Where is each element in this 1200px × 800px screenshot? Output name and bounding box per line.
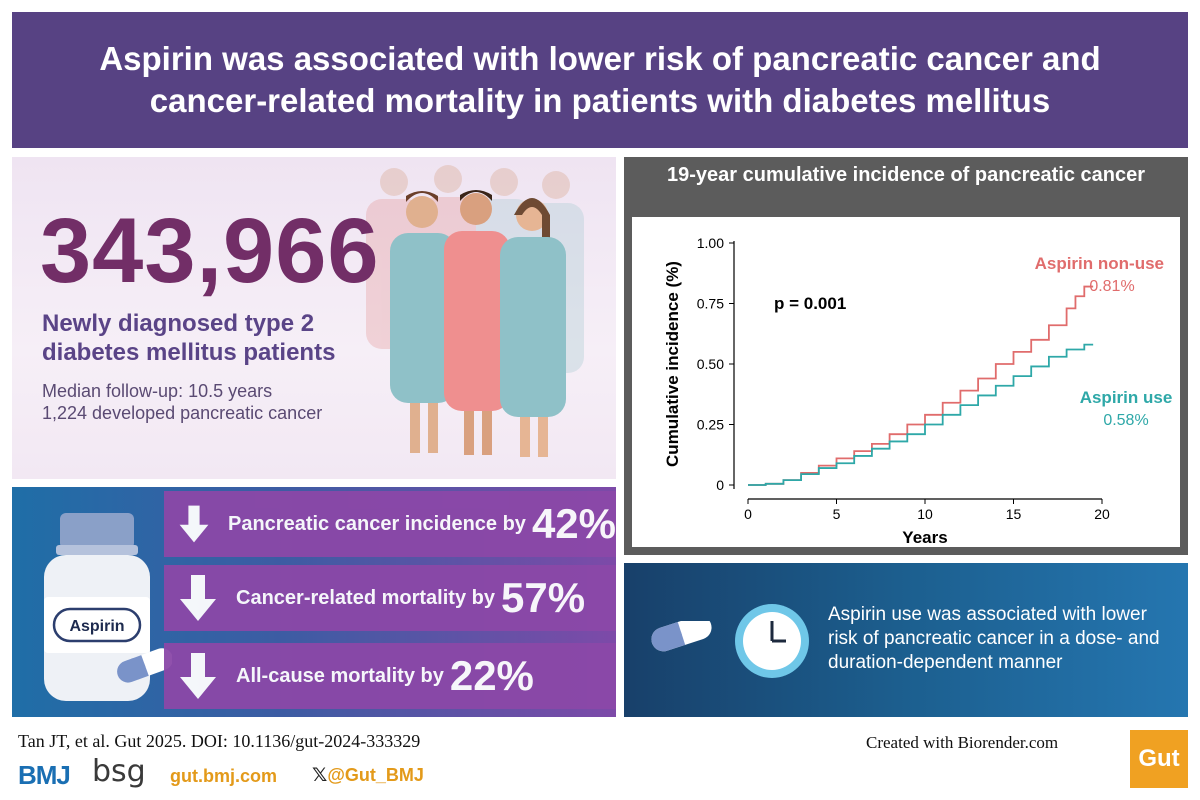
series-end-value-non-use: 0.81% [1089,278,1134,295]
twitter-handle: @Gut_BMJ [327,765,424,785]
y-tick-label: 1.00 [697,235,724,251]
bmj-logo: BMJ [18,760,71,790]
journal-website-link[interactable]: gut.bmj.com [170,766,277,786]
twitter-handle-link[interactable]: 𝕏@Gut_BMJ [312,764,424,787]
series-label-use: Aspirin use [1080,388,1173,407]
y-tick-label: 0.25 [697,417,724,433]
series-line-use [748,343,1094,486]
reduction-row-all-cause-mortality: All-cause mortality by 22% [164,643,616,709]
dose-duration-text: Aspirin use was associated with lower ri… [828,604,1160,673]
chart-title: 19-year cumulative incidence of pancreat… [667,164,1145,186]
reduction-row-incidence: Pancreatic cancer incidence by 42% [164,491,616,557]
x-tick-label: 15 [1006,506,1022,522]
risk-reduction-panel: Aspirin Pancreatic cancer incidence by 4… [12,487,616,717]
down-arrow-icon [180,653,216,699]
pill-icon [651,621,712,652]
reduction-label: Cancer-related mortality by [236,586,495,609]
x-axis-label: Years [902,528,947,547]
citation: Tan JT, et al. Gut 2025. DOI: 10.1136/gu… [18,731,421,751]
x-tick-label: 20 [1094,506,1110,522]
y-tick-label: 0.75 [697,296,724,312]
patients-illustration [366,165,584,457]
chart-area: 0 5 10 15 20 0 0.25 0.50 0.75 1.00 Years Cumulative… [632,217,1180,547]
reduction-value: 42% [531,500,616,547]
p-value-annotation: p = 0.001 [774,294,846,313]
patient-description: Newly diagnosed type 2 diabetes mellitus… [42,310,336,366]
stats-panel: 343,966 Newly diagnosed type 2 diabetes … [12,157,616,479]
y-tick-label: 0 [716,477,724,493]
y-axis-label: Cumulative incidence (%) [663,261,682,467]
x-tick-label: 10 [917,506,933,522]
y-tick-label: 0.50 [697,356,724,372]
series-end-value-use: 0.58% [1103,412,1148,429]
reduction-label: All-cause mortality by [236,664,444,687]
x-tick-label: 0 [744,506,752,522]
clock-icon [735,604,809,678]
dose-duration-panel: Aspirin use was associated with lower ri… [624,563,1188,717]
reduction-value: 57% [500,574,586,621]
x-tick-label: 5 [833,506,841,522]
biorender-credit: Created with Biorender.com [866,733,1059,752]
pancreatic-cancer-count: 1,224 developed pancreatic cancer [42,403,323,423]
x-logo-icon: 𝕏 [312,765,328,786]
bsg-logo: bsg [92,754,146,789]
down-arrow-icon [180,575,216,621]
incidence-chart-panel: 19-year cumulative incidence of pancreat… [624,157,1188,555]
incidence-chart: 0 5 10 15 20 0 0.25 0.50 0.75 1.00 Years Cumulative… [663,235,1173,547]
median-followup: Median follow-up: 10.5 years [42,381,273,401]
header-banner: Aspirin was associated with lower risk o… [12,12,1188,148]
reduction-value: 22% [449,652,534,699]
series-label-non-use: Aspirin non-use [1035,254,1164,273]
page-title: Aspirin was associated with lower risk o… [99,40,1101,119]
aspirin-bottle-icon: Aspirin [44,513,172,701]
patient-count: 343,966 [40,200,380,302]
series-line-non-use [748,285,1094,486]
reduction-row-cancer-mortality: Cancer-related mortality by 57% [164,565,616,631]
gut-journal-badge: Gut [1130,730,1188,788]
reduction-label: Pancreatic cancer incidence by [228,512,526,535]
down-arrow-icon [179,505,209,543]
aspirin-bottle-label: Aspirin [69,618,124,635]
